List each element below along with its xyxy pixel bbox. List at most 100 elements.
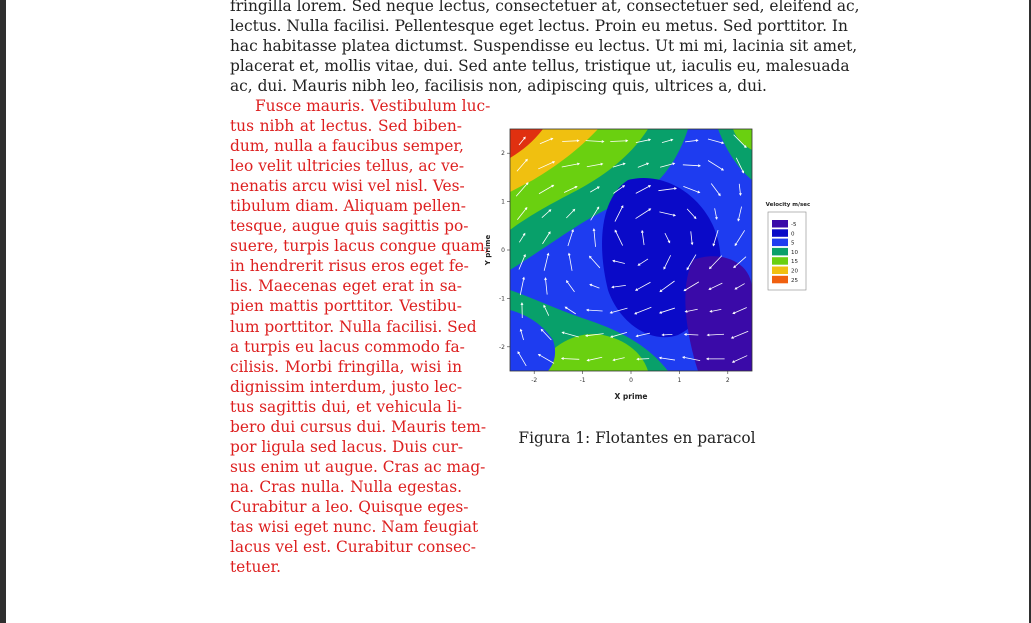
- velocity-arrow: [585, 308, 603, 312]
- x-tick-label: 0: [629, 377, 633, 384]
- velocity-arrow: [561, 331, 579, 338]
- velocity-arrow: [516, 158, 528, 172]
- x-tick-label: 1: [677, 377, 681, 384]
- text-line: leo velit ultricies tellus, ac ve-: [230, 157, 465, 176]
- velocity-arrow: [635, 138, 652, 144]
- velocity-arrow: [686, 254, 697, 271]
- velocity-arrow: [584, 333, 604, 337]
- velocity-contour-figure: -2 -1 0 1 2 2 1 0 -1 -2 X prime Y prime Velocity…: [478, 120, 818, 450]
- velocity-arrow: [537, 354, 555, 364]
- velocity-arrow: [592, 228, 596, 247]
- vector-arrows: [515, 134, 749, 367]
- y-tick-label: 1: [501, 199, 505, 206]
- velocity-arrow: [658, 307, 675, 314]
- velocity-arrow: [614, 205, 624, 222]
- velocity-arrow: [590, 206, 600, 221]
- velocity-arrow: [735, 157, 745, 174]
- text-line: tas wisi eget nunc. Nam feugiat: [230, 517, 479, 536]
- velocity-arrow: [734, 230, 746, 247]
- text-line: placerat et, mollis vitae, dui. Sed ante…: [230, 57, 850, 75]
- text-line: cilisis. Morbi fringilla, wisi in: [230, 357, 462, 376]
- legend-swatch: [772, 257, 788, 265]
- velocity-arrow: [612, 259, 625, 264]
- text-line: hac habitasse platea dictumst. Suspendis…: [230, 37, 858, 55]
- text-line: fringilla lorem. Sed neque lectus, conse…: [230, 0, 860, 15]
- contour-band: [538, 334, 648, 371]
- velocity-arrow: [634, 306, 652, 315]
- velocity-arrow: [613, 185, 626, 194]
- text-line: lis. Maecenas eget erat in sa-: [230, 277, 462, 296]
- legend-swatch: [772, 266, 788, 274]
- velocity-arrow: [733, 134, 747, 149]
- x-tick-label: 2: [726, 377, 730, 384]
- x-axis-ticks: -2 -1 0 1 2: [531, 371, 730, 384]
- velocity-arrow: [612, 357, 625, 362]
- velocity-arrow: [540, 328, 552, 341]
- velocity-arrow: [538, 184, 555, 195]
- text-line: lectus. Nulla facilisi. Pellentesque ege…: [230, 17, 848, 35]
- legend-title: Velocity m/sec: [766, 202, 811, 208]
- velocity-arrow: [686, 208, 697, 220]
- legend-label: 0: [791, 231, 795, 237]
- velocity-arrow: [635, 332, 651, 338]
- velocity-arrow: [562, 139, 580, 143]
- text-line: tesque, augue quis sagittis po-: [230, 217, 469, 236]
- velocity-arrow: [709, 309, 722, 313]
- text-line: tus sagittis dui, et vehicula li-: [230, 397, 462, 416]
- velocity-arrow: [683, 333, 699, 336]
- velocity-arrow: [685, 139, 699, 143]
- velocity-arrow: [563, 185, 578, 193]
- velocity-arrow: [637, 258, 649, 266]
- text-line: nenatis arcu wisi vel nisl. Ves-: [230, 177, 465, 196]
- velocity-arrow: [683, 281, 700, 292]
- velocity-arrow: [634, 281, 651, 291]
- velocity-arrow: [588, 255, 601, 269]
- velocity-arrow: [544, 277, 548, 295]
- velocity-arrow: [586, 356, 603, 362]
- velocity-arrow: [659, 211, 676, 217]
- viewer-left-border: [0, 0, 6, 623]
- velocity-arrow: [611, 284, 626, 289]
- y-tick-label: -1: [499, 295, 505, 302]
- velocity-arrow: [520, 302, 524, 319]
- velocity-arrow: [635, 185, 652, 194]
- velocity-arrow: [612, 162, 626, 168]
- x-tick-label: -1: [580, 377, 586, 384]
- velocity-arrow: [731, 355, 748, 363]
- velocity-arrow: [661, 333, 673, 337]
- top-paragraph: fringilla lorem. Sed neque lectus, conse…: [230, 0, 860, 96]
- text-line: suere, turpis lacus congue quam,: [230, 237, 490, 256]
- velocity-arrow: [585, 140, 605, 143]
- velocity-arrow: [708, 282, 723, 290]
- velocity-arrow: [707, 138, 725, 145]
- y-tick-label: -2: [499, 344, 505, 351]
- text-line: Curabitur a leo. Quisque eges-: [230, 497, 469, 516]
- velocity-arrow: [708, 255, 723, 270]
- text-line: lum porttitor. Nulla facilisi. Sed: [230, 317, 477, 336]
- velocity-arrow: [517, 351, 527, 367]
- velocity-arrow: [586, 162, 604, 168]
- velocity-arrow: [658, 356, 676, 361]
- velocity-arrow: [518, 253, 526, 270]
- velocity-arrow: [737, 206, 742, 222]
- velocity-arrow: [567, 229, 574, 247]
- velocity-arrow: [730, 330, 749, 339]
- legend-label: -5: [791, 222, 797, 228]
- text-line: dum, nulla a faucibus semper,: [230, 137, 464, 156]
- text-line: a turpis eu lacus commodo fa-: [230, 337, 465, 356]
- contour-band: [510, 310, 556, 371]
- velocity-arrow: [636, 357, 650, 361]
- velocity-arrow: [660, 162, 676, 168]
- text-line: lacus vel est. Curabitur consec-: [230, 538, 476, 557]
- velocity-arrow: [610, 139, 629, 143]
- viewer-right-border: [1029, 0, 1031, 623]
- text-line: sus enim ut augue. Cras ac mag-: [230, 457, 486, 476]
- velocity-arrow: [714, 208, 718, 220]
- velocity-arrow: [515, 182, 529, 197]
- velocity-arrow: [661, 138, 674, 144]
- contour-band: [510, 129, 598, 192]
- velocity-arrow: [706, 333, 725, 337]
- velocity-arrow: [519, 276, 525, 296]
- velocity-arrow: [682, 356, 701, 362]
- y-tick-label: 2: [501, 150, 505, 157]
